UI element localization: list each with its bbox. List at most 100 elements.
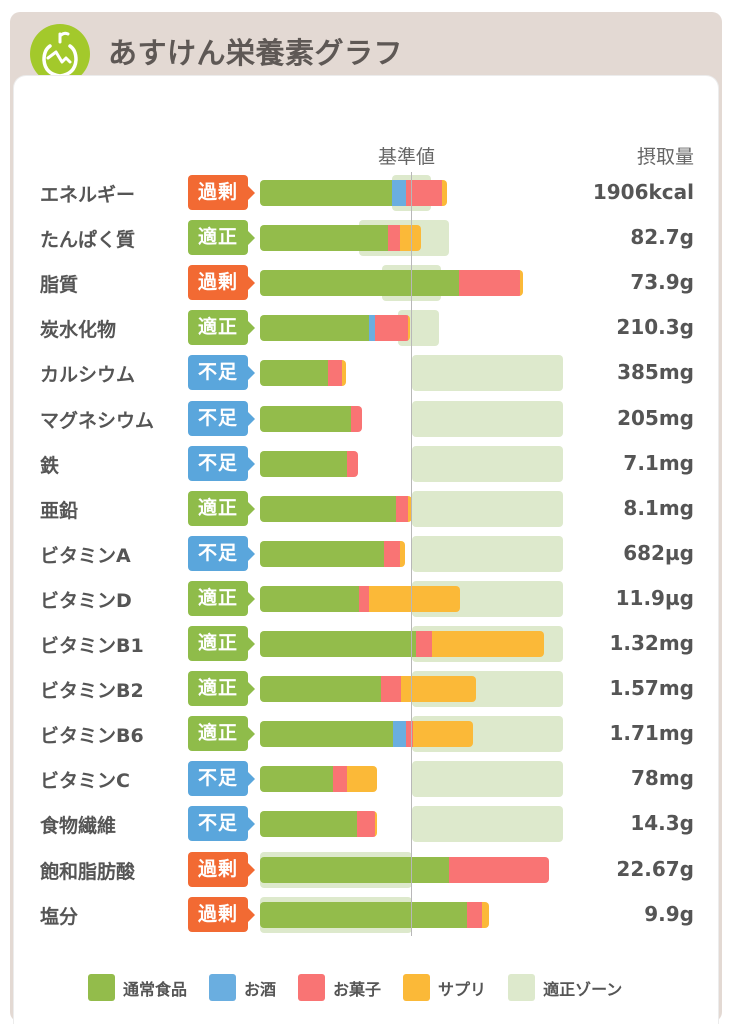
nutrient-label: 食物繊維 <box>40 815 117 838</box>
legend-label: お菓子 <box>333 979 382 999</box>
nutrient-row: 亜鉛 適正 8.1mg <box>0 487 734 532</box>
nutrient-label: ビタミンB2 <box>40 680 144 703</box>
nutrient-label: ビタミンC <box>40 770 130 793</box>
bar-segment-snacks <box>346 450 358 477</box>
nutrient-label: 飽和脂肪酸 <box>40 860 136 883</box>
nutrient-row: ビタミンD 適正 11.9µg <box>0 577 734 622</box>
bar-segment-alcohol <box>391 180 406 206</box>
nutrient-row: マグネシウム 不足 205mg <box>0 397 734 442</box>
legend-swatch <box>298 974 326 1001</box>
badge-pointer <box>248 321 255 336</box>
bar-segment-supplement <box>401 676 476 703</box>
status-badge: 不足 <box>188 445 255 481</box>
bar-segment-regular-food <box>260 180 392 206</box>
intake-value: 78mg <box>631 766 694 791</box>
nutrient-label: 鉄 <box>40 454 60 477</box>
intake-value: 1906kcal <box>592 180 694 204</box>
nutrient-row: ビタミンC 不足 78mg <box>0 757 734 802</box>
badge-pointer <box>248 637 255 651</box>
nutrient-row: 飽和脂肪酸 過剰 22.67g <box>0 848 734 893</box>
intake-value: 9.9g <box>644 901 694 926</box>
optimal-zone <box>412 761 563 798</box>
intake-value: 682µg <box>623 540 694 565</box>
badge-pointer <box>248 456 255 471</box>
bar-segment-snacks <box>327 360 342 387</box>
bar-segment-regular-food <box>260 405 352 432</box>
intake-bar <box>260 225 421 252</box>
badge-pointer <box>248 591 255 606</box>
nutrient-row: 塩分 過剰 9.9g <box>0 893 734 938</box>
bar-segment-supplement <box>374 811 377 838</box>
legend-label: 適正ゾーン <box>543 979 623 999</box>
nutrient-row: ビタミンB6 適正 1.71mg <box>0 712 734 757</box>
intake-value: 82.7g <box>630 225 694 250</box>
bar-segment-supplement <box>346 766 377 793</box>
intake-bar <box>260 405 362 432</box>
bar-segment-snacks <box>415 631 432 657</box>
bar-segment-regular-food <box>260 225 388 252</box>
bar-segment-regular-food <box>260 856 449 883</box>
badge-pointer <box>248 727 255 742</box>
bar-segment-supplement <box>408 495 412 522</box>
intake-bar <box>260 180 447 206</box>
bar-segment-regular-food <box>260 315 369 342</box>
bar-segment-snacks <box>448 856 549 883</box>
nutrient-row: 鉄 不足 7.1mg <box>0 442 734 487</box>
baseline-header: 基準値 <box>378 146 436 168</box>
page-title: あすけん栄養素グラフ <box>108 36 404 70</box>
intake-value: 1.57mg <box>609 676 694 701</box>
legend-item-alcohol: お酒 <box>209 974 276 1001</box>
intake-bar <box>260 540 405 567</box>
intake-bar <box>260 721 474 748</box>
intake-header: 摂取量 <box>636 146 694 168</box>
status-badge: 過剰 <box>188 175 255 210</box>
bar-segment-snacks <box>467 901 483 928</box>
nutrient-row: ビタミンB1 適正 1.32mg <box>0 622 734 667</box>
bar-segment-supplement <box>399 540 405 567</box>
nutrient-row: エネルギー 過剰 1906kcal <box>0 171 734 216</box>
status-badge: 適正 <box>188 580 255 616</box>
intake-bar <box>260 315 410 342</box>
bar-segment-supplement <box>441 180 447 206</box>
intake-bar <box>260 676 476 703</box>
intake-bar <box>260 811 377 838</box>
intake-bar <box>260 450 358 477</box>
legend-label: サプリ <box>438 979 487 999</box>
bar-segment-snacks <box>396 495 409 522</box>
legend-item-supplement: サプリ <box>403 974 486 1001</box>
nutrient-label: カルシウム <box>40 364 136 387</box>
nutrient-label: 炭水化物 <box>40 319 117 342</box>
badge-pointer <box>248 231 255 246</box>
status-badge: 適正 <box>188 716 255 752</box>
status-badge: 不足 <box>188 400 255 436</box>
nutrient-label: マグネシウム <box>40 409 155 432</box>
status-badge: 適正 <box>188 220 255 256</box>
intake-bar <box>260 856 549 883</box>
status-badge: 過剰 <box>188 265 255 301</box>
baseline-line <box>411 172 412 936</box>
intake-value: 1.32mg <box>609 631 694 655</box>
bar-segment-snacks <box>458 270 520 297</box>
status-badge: 過剰 <box>188 896 255 932</box>
bar-segment-snacks <box>356 811 375 838</box>
nutrient-label: 亜鉛 <box>40 499 79 522</box>
bar-segment-supplement <box>399 225 421 252</box>
nutrient-label: ビタミンB6 <box>40 725 144 748</box>
status-badge: 不足 <box>188 535 255 571</box>
nutrient-row: ビタミンA 不足 682µg <box>0 532 734 577</box>
badge-pointer <box>248 366 255 381</box>
status-badge: 過剰 <box>188 851 255 887</box>
bar-segment-regular-food <box>260 631 416 657</box>
legend-swatch <box>209 974 237 1001</box>
badge-pointer <box>248 411 255 426</box>
bar-segment-snacks <box>374 315 408 342</box>
bar-segment-regular-food <box>260 721 393 748</box>
bar-segment-alcohol <box>393 721 407 748</box>
badge-pointer <box>248 817 255 832</box>
bar-segment-supplement <box>341 360 346 387</box>
bar-segment-snacks <box>406 721 414 748</box>
badge-pointer <box>248 862 255 877</box>
apple-icon <box>30 24 90 84</box>
bar-segment-regular-food <box>260 540 385 567</box>
intake-bar <box>260 766 377 793</box>
